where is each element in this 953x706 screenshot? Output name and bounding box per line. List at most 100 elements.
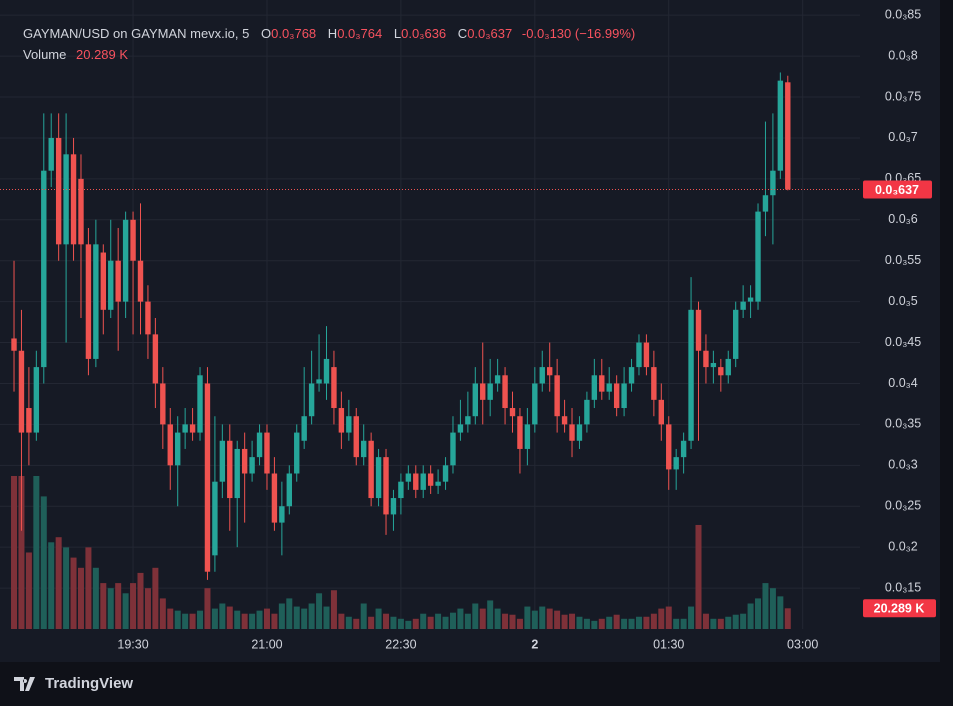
candle-body	[108, 260, 114, 310]
candle-body	[584, 399, 590, 425]
candle-body	[26, 408, 32, 433]
candle-body	[48, 137, 54, 171]
volume-bar	[531, 610, 538, 629]
volume-bar	[256, 610, 263, 629]
volume-bar	[100, 583, 107, 629]
volume-bar	[710, 618, 717, 629]
volume-bar	[92, 567, 99, 629]
candle-body	[33, 367, 40, 433]
candle-body	[375, 457, 382, 499]
volume-bar	[241, 613, 248, 629]
volume-bar	[182, 613, 189, 629]
candle-body	[494, 375, 501, 384]
candle-body	[442, 465, 449, 482]
volume-bar	[286, 598, 293, 629]
candle-body	[137, 260, 144, 302]
volume-bar	[40, 496, 47, 629]
candle-body	[78, 178, 84, 245]
candle-body	[152, 334, 159, 384]
chart-panel	[0, 0, 940, 662]
candle-body	[532, 383, 538, 425]
volume-bar	[353, 618, 360, 629]
volume-bar	[427, 616, 434, 629]
volume-bar	[338, 613, 345, 629]
candle-body	[628, 367, 635, 384]
volume-bar	[167, 608, 174, 629]
candle-body	[204, 383, 211, 572]
candle-body	[18, 350, 25, 433]
volume-bar	[368, 616, 375, 629]
candle-body	[189, 424, 196, 433]
candle-body	[435, 481, 441, 486]
volume-bar	[234, 610, 241, 629]
volume-bar	[524, 606, 531, 629]
x-tick-label: 19:30	[117, 637, 148, 651]
close-value: 0.0₃637	[467, 26, 513, 41]
volume-bar	[70, 557, 77, 629]
volume-bar	[784, 608, 791, 629]
volume-bar	[613, 614, 620, 629]
candle-body	[770, 170, 776, 196]
x-tick-label: 03:00	[787, 637, 818, 651]
volume-bar	[397, 618, 404, 629]
candle-body	[457, 424, 464, 433]
volume-bar	[680, 618, 687, 629]
volume-bar	[569, 613, 576, 629]
volume-bar	[204, 588, 211, 629]
volume-bar	[25, 552, 32, 629]
candle-body	[591, 375, 598, 400]
high-value: 0.0₃764	[337, 26, 383, 41]
volume-bar	[457, 608, 464, 629]
candle-body	[197, 375, 203, 433]
volume-bar	[77, 567, 84, 629]
candle-body	[621, 383, 627, 409]
y-tick-label: 0.0₃75	[885, 89, 921, 103]
volume-bar	[539, 606, 546, 629]
volume-bar	[412, 618, 419, 629]
candle-body	[323, 358, 330, 384]
candle-body	[599, 375, 605, 392]
candle-body	[561, 416, 568, 425]
candle-body	[145, 301, 151, 335]
ohlc-row: GAYMAN/USD on GAYMAN mevx.io, 5 O0.0₃768…	[23, 23, 635, 44]
volume-bar	[769, 588, 776, 629]
candle-body	[480, 383, 486, 400]
candle-body	[316, 379, 322, 384]
candle-body	[747, 297, 754, 302]
candle-body	[703, 350, 709, 368]
candle-body	[241, 448, 248, 474]
candle-body	[212, 481, 218, 556]
candle-body	[636, 342, 642, 368]
volume-bar	[330, 590, 337, 629]
volume-bar	[606, 616, 613, 629]
candle-body	[472, 383, 478, 417]
candle-body	[227, 440, 233, 499]
low-key: L	[393, 26, 402, 41]
volume-bar	[316, 593, 323, 629]
volume-bar	[621, 618, 628, 629]
volume-bar	[576, 616, 583, 629]
last-volume-tag	[863, 599, 936, 618]
volume-bar	[516, 618, 523, 629]
volume-bar	[717, 618, 724, 629]
volume-bar	[107, 588, 114, 629]
volume-bar	[650, 613, 657, 629]
candle-body	[160, 383, 166, 425]
candle-body	[539, 367, 545, 384]
volume-bar	[189, 613, 196, 629]
candle-body	[41, 170, 47, 368]
candle-body	[308, 383, 315, 417]
candle-body	[55, 137, 62, 245]
candle-body	[606, 383, 612, 392]
candle-body	[725, 358, 731, 376]
candle-body	[450, 432, 456, 466]
open-key: O	[260, 26, 272, 41]
candle-body	[554, 375, 560, 417]
candle-body	[658, 399, 664, 425]
open-value: 0.0₃768	[271, 26, 317, 41]
candle-body	[710, 363, 717, 368]
volume-bar	[732, 614, 739, 629]
x-tick-label: 22:30	[385, 637, 416, 651]
candle-body	[576, 424, 583, 441]
